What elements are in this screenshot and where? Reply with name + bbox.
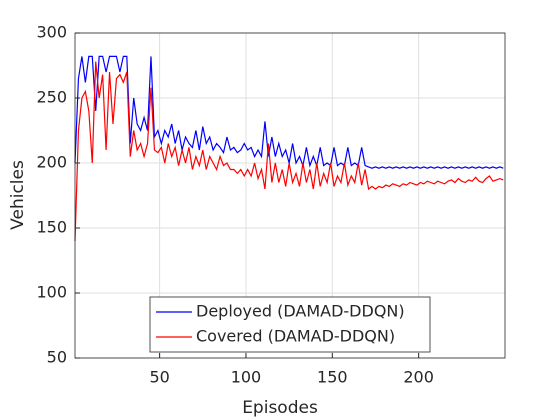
x-tick-label: 150 xyxy=(317,368,348,387)
y-tick-label: 200 xyxy=(36,153,67,172)
y-tick-label: 250 xyxy=(36,88,67,107)
legend-label: Covered (DAMAD-DDQN) xyxy=(196,327,395,346)
y-tick-label: 150 xyxy=(36,218,67,237)
legend-label: Deployed (DAMAD-DDQN) xyxy=(196,302,405,321)
series-line xyxy=(74,61,504,242)
y-tick-label: 300 xyxy=(36,23,67,42)
y-tick-label: 50 xyxy=(47,348,67,367)
axes-box xyxy=(74,32,506,359)
x-tick-label: 200 xyxy=(403,368,434,387)
x-axis-label: Episodes xyxy=(242,398,318,418)
x-tick-label: 50 xyxy=(149,368,169,387)
y-tick-label: 100 xyxy=(36,283,67,302)
y-axis-label: Vehicles xyxy=(8,160,28,230)
legend-box xyxy=(149,296,431,353)
x-tick-label: 100 xyxy=(231,368,262,387)
